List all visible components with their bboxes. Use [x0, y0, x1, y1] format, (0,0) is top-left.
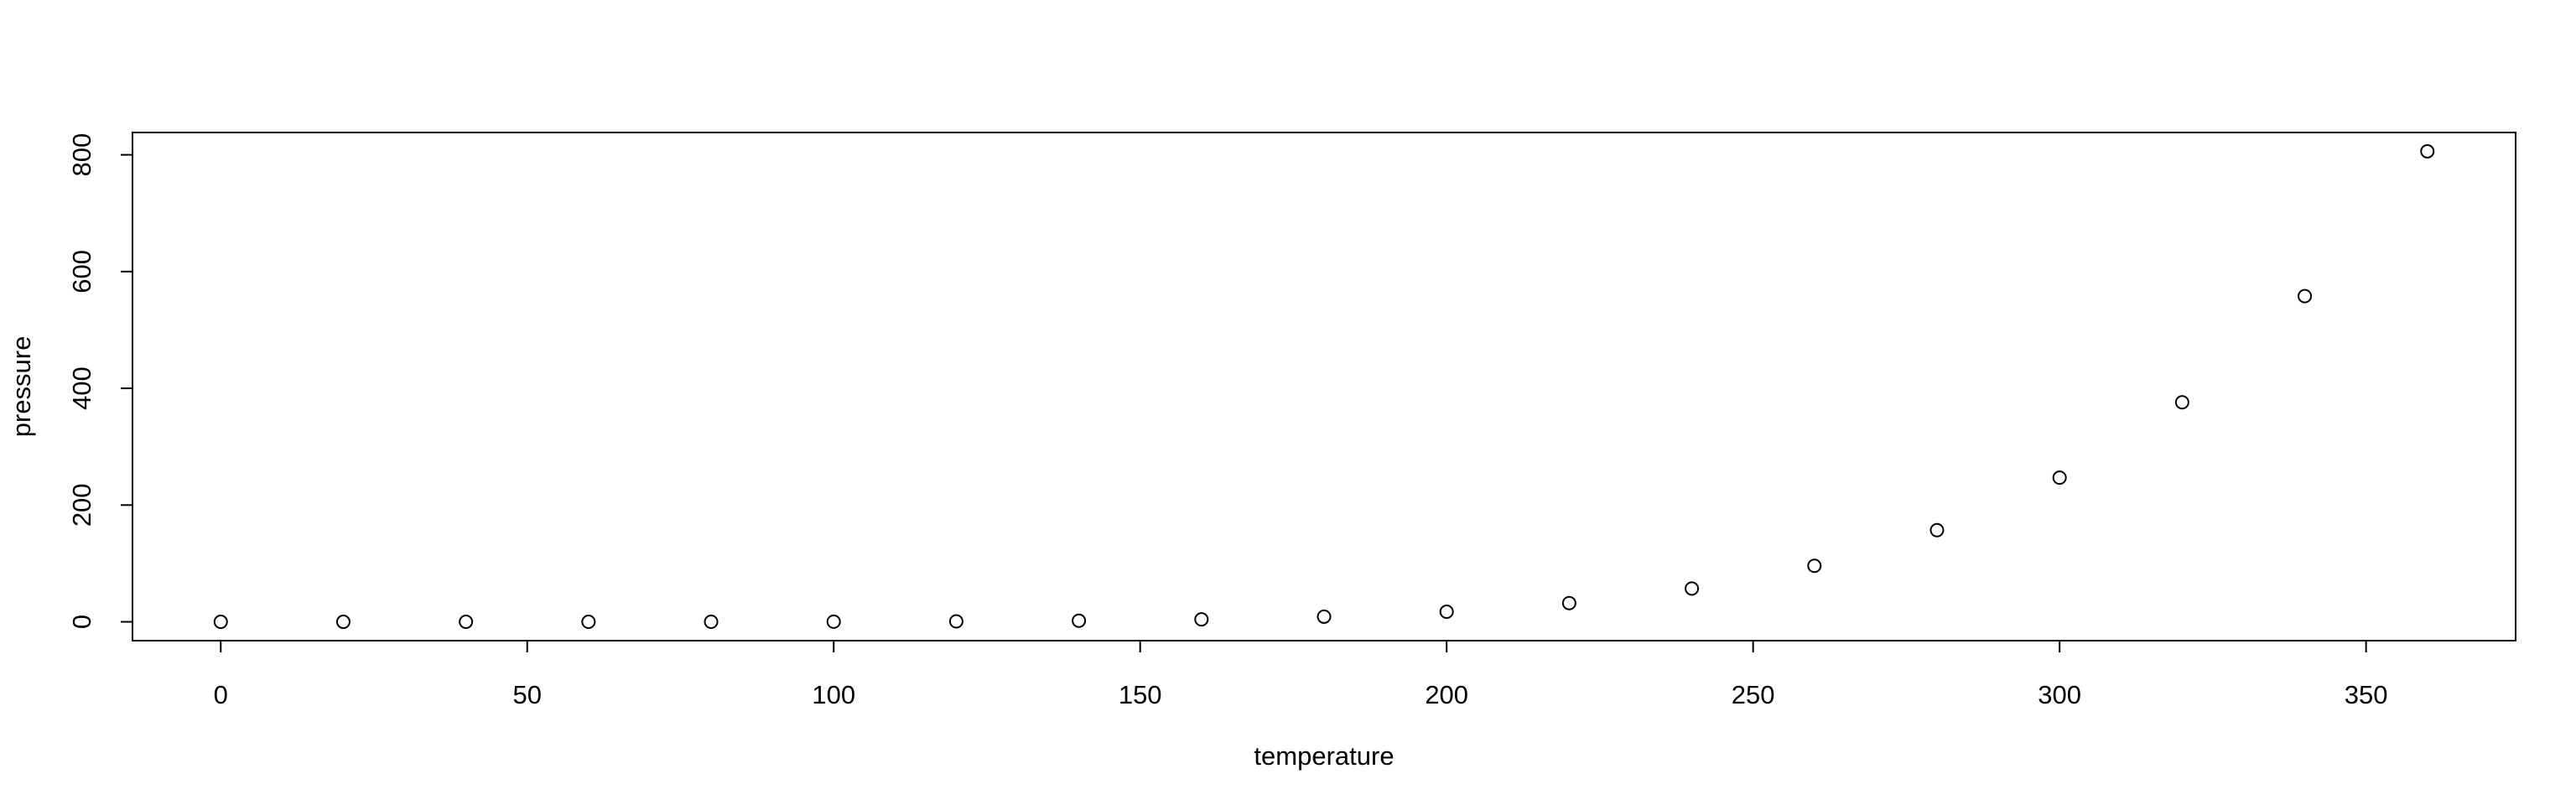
data-point	[2298, 288, 2313, 304]
data-point	[2052, 470, 2067, 486]
data-point	[1317, 609, 1332, 624]
x-tick-label: 150	[1119, 680, 1162, 709]
data-point	[948, 614, 963, 629]
x-tick-label: 200	[1425, 680, 1468, 709]
data-point	[1439, 605, 1454, 620]
data-point	[1561, 595, 1576, 610]
data-point	[2420, 143, 2435, 158]
data-point	[1685, 581, 1700, 596]
y-tick-label: 0	[67, 615, 96, 629]
x-axis-title: temperature	[1254, 741, 1394, 771]
data-point	[1929, 522, 1945, 538]
x-tick-label: 300	[2038, 680, 2081, 709]
data-point	[2174, 395, 2189, 410]
y-tick-label: 400	[67, 366, 96, 410]
x-axis: 0 50 100 150 200 250 300 350	[214, 640, 2388, 709]
data-point	[1072, 613, 1087, 628]
x-tick-label: 100	[812, 680, 855, 709]
data-point	[581, 615, 596, 630]
data-points	[213, 143, 2435, 630]
x-tick-label: 350	[2345, 680, 2388, 709]
x-tick-label: 0	[214, 680, 228, 709]
y-tick-label: 800	[67, 133, 96, 177]
data-point	[826, 614, 841, 629]
y-tick-label: 600	[67, 250, 96, 293]
data-point	[1807, 558, 1822, 574]
data-point	[1194, 612, 1209, 627]
plot-frame	[132, 132, 2516, 641]
data-point	[213, 615, 228, 630]
y-axis-title: pressure	[7, 336, 36, 438]
y-tick-label: 200	[67, 483, 96, 527]
x-tick-label: 50	[513, 680, 542, 709]
data-point	[335, 615, 351, 630]
x-tick-label: 250	[1732, 680, 1775, 709]
y-axis: 0 200 400 600 800	[67, 133, 133, 629]
data-point	[459, 615, 474, 630]
data-point	[704, 614, 719, 629]
